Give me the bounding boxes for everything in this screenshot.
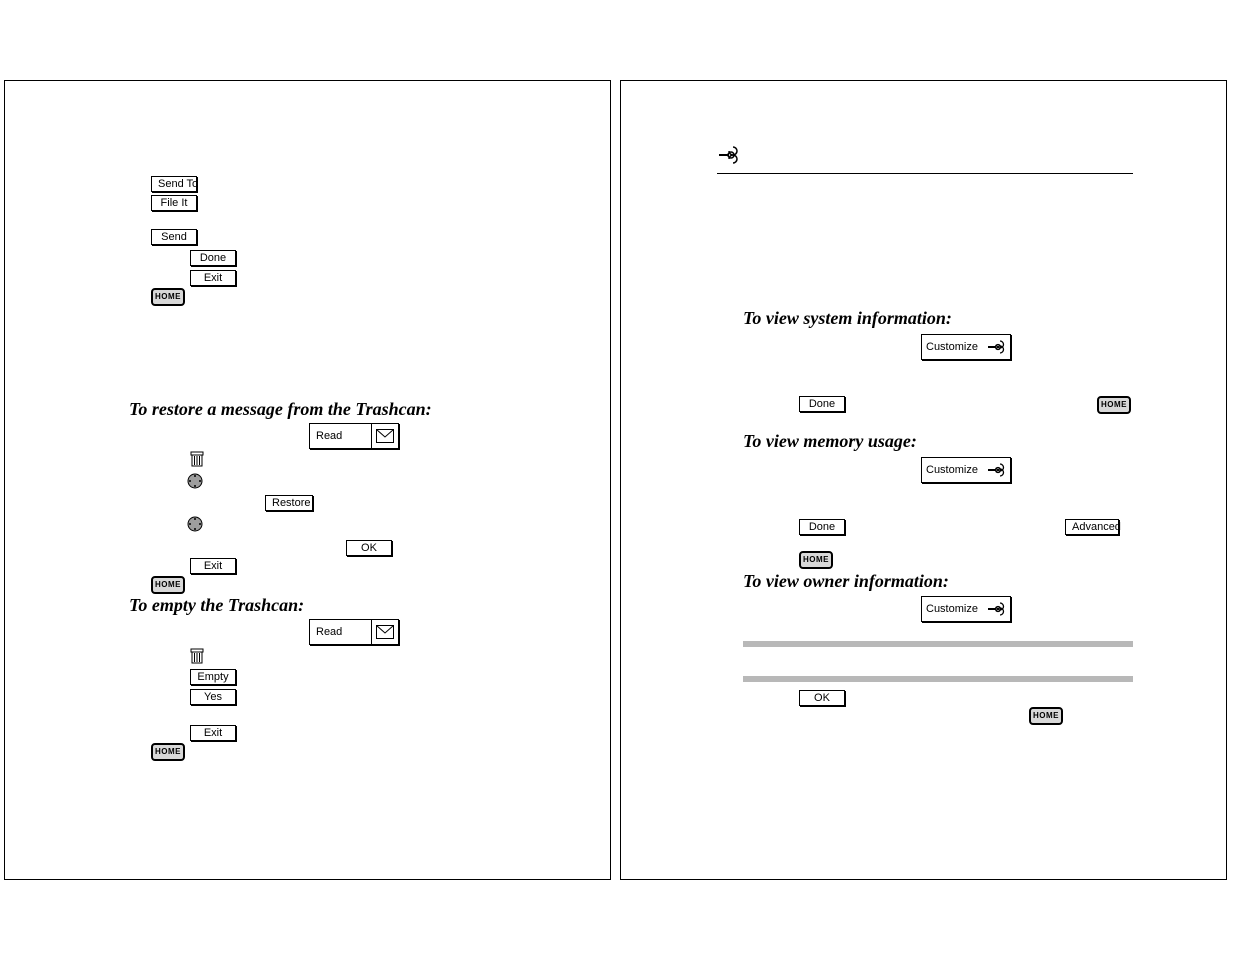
wrench-icon xyxy=(984,335,1010,359)
empty-button[interactable]: Empty xyxy=(190,669,236,685)
heading-restore: To restore a message from the Trashcan: xyxy=(129,399,432,420)
heading-memory: To view memory usage: xyxy=(743,431,917,452)
read-button[interactable]: Read xyxy=(309,619,399,645)
home-button[interactable]: HOME xyxy=(1029,707,1063,725)
exit-button[interactable]: Exit xyxy=(190,270,236,286)
home-button[interactable]: HOME xyxy=(799,551,833,569)
customize-label: Customize xyxy=(922,603,984,615)
done-button[interactable]: Done xyxy=(799,519,845,535)
exit-button[interactable]: Exit xyxy=(190,725,236,741)
home-button[interactable]: HOME xyxy=(151,288,185,306)
read-label: Read xyxy=(310,430,371,442)
yes-button[interactable]: Yes xyxy=(190,689,236,705)
send-button[interactable]: Send xyxy=(151,229,197,245)
done-button[interactable]: Done xyxy=(190,250,236,266)
divider-bar xyxy=(743,676,1133,682)
exit-button[interactable]: Exit xyxy=(190,558,236,574)
wrench-icon xyxy=(984,458,1010,482)
heading-empty: To empty the Trashcan: xyxy=(129,595,304,616)
read-button[interactable]: Read xyxy=(309,423,399,449)
envelope-icon xyxy=(371,424,398,448)
file-it-button[interactable]: File It xyxy=(151,195,197,211)
done-button[interactable]: Done xyxy=(799,396,845,412)
trash-icon xyxy=(190,648,204,664)
wrench-icon xyxy=(715,143,745,167)
trash-icon xyxy=(190,451,204,467)
envelope-icon xyxy=(371,620,398,644)
customize-button[interactable]: Customize xyxy=(921,596,1011,622)
customize-button[interactable]: Customize xyxy=(921,457,1011,483)
customize-label: Customize xyxy=(922,464,984,476)
jog-dial-icon xyxy=(187,473,203,489)
jog-dial-icon xyxy=(187,516,203,532)
wrench-icon xyxy=(984,597,1010,621)
canvas: Send To File It Send Done Exit HOME To r… xyxy=(0,0,1235,954)
ok-button[interactable]: OK xyxy=(799,690,845,706)
divider-bar xyxy=(743,641,1133,647)
restore-button[interactable]: Restore xyxy=(265,495,313,511)
header-rule xyxy=(717,173,1133,174)
ok-button[interactable]: OK xyxy=(346,540,392,556)
advanced-button[interactable]: Advanced xyxy=(1065,519,1119,535)
send-to-button[interactable]: Send To xyxy=(151,176,197,192)
right-page: To view system information: Customize Do… xyxy=(620,80,1227,880)
heading-sysinfo: To view system information: xyxy=(743,308,952,329)
home-button[interactable]: HOME xyxy=(151,576,185,594)
left-page: Send To File It Send Done Exit HOME To r… xyxy=(4,80,611,880)
heading-owner: To view owner information: xyxy=(743,571,949,592)
customize-label: Customize xyxy=(922,341,984,353)
home-button[interactable]: HOME xyxy=(151,743,185,761)
customize-button[interactable]: Customize xyxy=(921,334,1011,360)
read-label: Read xyxy=(310,626,371,638)
home-button[interactable]: HOME xyxy=(1097,396,1131,414)
